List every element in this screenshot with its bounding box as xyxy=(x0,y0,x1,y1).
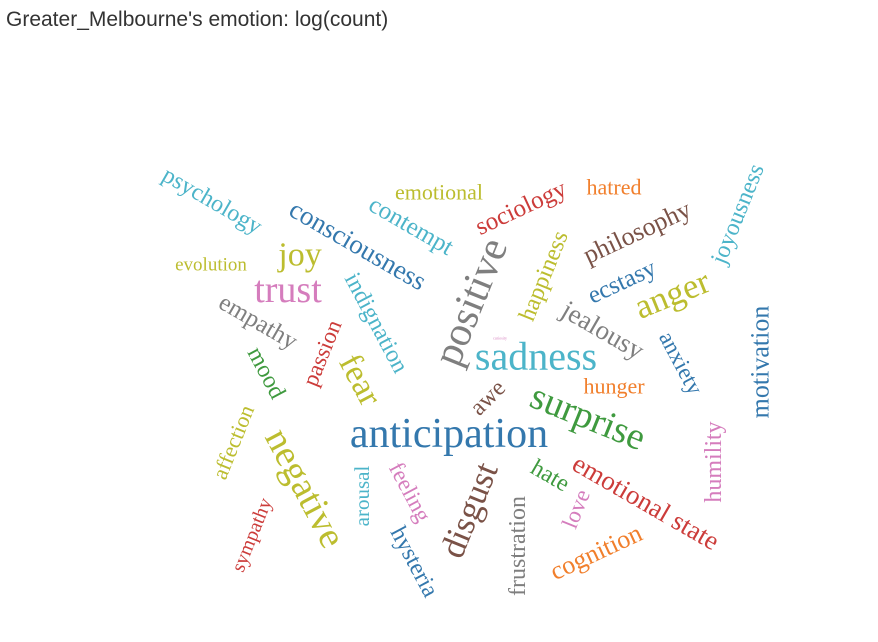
word-affection: affection xyxy=(207,401,259,482)
chart-title: Greater_Melbourne's emotion: log(count) xyxy=(6,8,389,31)
word-humility: humility xyxy=(701,421,727,502)
word-hatred: hatred xyxy=(587,175,642,200)
word-negative: negative xyxy=(256,421,354,554)
word-philosophy: philosophy xyxy=(578,194,695,269)
word-sadness: sadness xyxy=(475,334,597,379)
word-evolution: evolution xyxy=(175,255,247,276)
word-cognition: cognition xyxy=(545,518,646,586)
word-disgust: disgust xyxy=(432,456,505,563)
word-anticipation: anticipation xyxy=(350,411,548,457)
word-sympathy: sympathy xyxy=(227,495,277,575)
word-hysteria: hysteria xyxy=(385,522,444,602)
word-hate: hate xyxy=(526,455,574,498)
word-arousal: arousal xyxy=(350,466,374,527)
word-anxiety: anxiety xyxy=(654,327,708,399)
word-joy: joy xyxy=(277,237,321,274)
word-frustration: frustration xyxy=(505,496,531,596)
word-joyousness: joyousness xyxy=(706,160,770,268)
word-hunger: hunger xyxy=(583,374,645,399)
word-trust: trust xyxy=(254,269,322,311)
word-motivation: motivation xyxy=(746,306,775,419)
word-emotional: emotional xyxy=(395,180,483,205)
word-feeling: feeling xyxy=(384,458,436,527)
word-psychology: psychology xyxy=(158,162,267,240)
word-curiosity: curiosity xyxy=(493,336,507,341)
